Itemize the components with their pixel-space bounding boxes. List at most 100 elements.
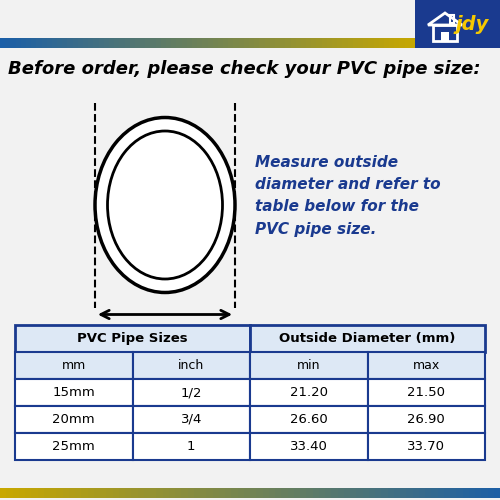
Bar [234,38,239,48]
Bar [150,38,156,48]
Bar [56,488,64,498]
Bar [312,488,320,498]
Bar [44,488,51,498]
Bar [481,488,488,498]
Bar [132,433,250,460]
Bar [166,38,172,48]
Text: 25mm: 25mm [52,440,95,453]
Bar [218,38,224,48]
Bar [450,15,454,23]
Bar [161,38,167,48]
Bar [281,488,288,498]
Bar [124,38,130,48]
Bar [15,406,132,433]
Bar [132,406,250,433]
Bar [374,38,380,48]
Bar [10,38,16,48]
Bar [488,488,495,498]
Bar [256,488,264,498]
Text: mm: mm [62,359,86,372]
Bar [231,488,238,498]
Bar [450,488,457,498]
Bar [378,38,385,48]
Bar [250,325,485,352]
Bar [394,488,401,498]
Bar [368,433,485,460]
Text: 33.40: 33.40 [290,440,328,453]
Bar [300,488,307,498]
Bar [62,38,68,48]
Bar [228,38,234,48]
Bar [415,0,500,48]
Bar [358,38,364,48]
Bar [286,38,292,48]
Text: 33.70: 33.70 [407,440,446,453]
Bar [270,38,276,48]
Bar [368,352,485,379]
Bar [337,38,344,48]
Bar [19,488,26,498]
Bar [294,488,301,498]
Bar [78,38,84,48]
Bar [250,488,257,498]
Text: 15mm: 15mm [52,386,95,399]
Bar [62,488,70,498]
Bar [342,38,348,48]
Bar [456,488,464,498]
Bar [0,488,7,498]
Text: 21.20: 21.20 [290,386,328,399]
Bar [363,38,370,48]
Bar [316,38,322,48]
Bar [150,488,157,498]
Bar [306,488,314,498]
Ellipse shape [108,131,222,279]
Bar [0,38,6,48]
Bar [250,406,368,433]
Bar [444,488,451,498]
Bar [223,38,229,48]
Bar [132,406,250,433]
Bar [389,38,395,48]
Bar [400,488,407,498]
Bar [301,38,307,48]
Bar [182,38,188,48]
Bar [262,488,270,498]
Bar [188,488,195,498]
Bar [114,38,120,48]
Bar [353,38,359,48]
Bar [250,379,368,406]
Bar [288,488,295,498]
Bar [250,352,368,379]
Bar [169,488,176,498]
Bar [15,325,250,352]
Bar [238,38,245,48]
Bar [260,38,266,48]
Bar [15,433,132,460]
Bar [57,38,63,48]
Bar [368,379,485,406]
Bar [145,38,152,48]
Bar [52,38,58,48]
Text: 3/4: 3/4 [180,413,202,426]
Bar [327,38,333,48]
Bar [156,38,162,48]
Bar [344,488,351,498]
Bar [138,488,145,498]
Bar [438,488,445,498]
Bar [338,488,345,498]
Bar [81,488,88,498]
Bar [171,38,177,48]
Bar [132,433,250,460]
Bar [104,38,110,48]
Bar [250,325,485,352]
Bar [50,488,57,498]
Bar [15,325,250,352]
Bar [26,38,32,48]
Bar [38,488,45,498]
Text: Measure outside
diameter and refer to
table below for the
PVC pipe size.: Measure outside diameter and refer to ta… [255,155,440,236]
Bar [348,38,354,48]
Bar [431,488,438,498]
Bar [140,38,146,48]
Bar [369,488,376,498]
Bar [311,38,318,48]
